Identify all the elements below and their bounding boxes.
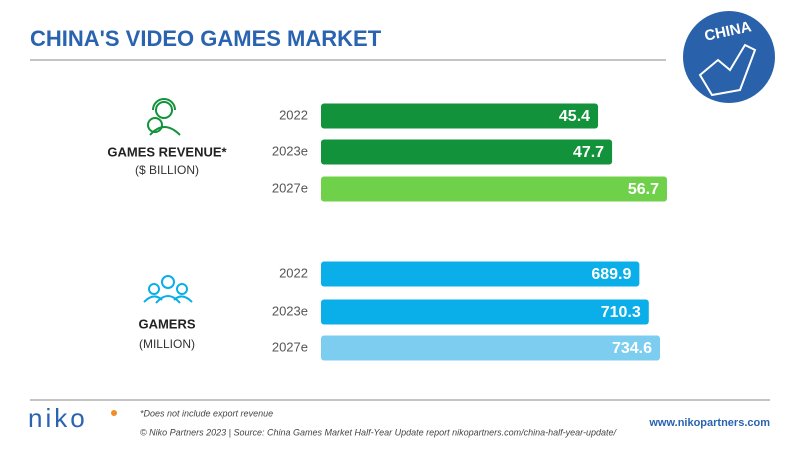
logo: niko (28, 403, 88, 433)
footnote: *Does not include export revenue (140, 408, 273, 418)
category-label: 2027e (272, 339, 308, 354)
chart-unit: (MILLION) (139, 337, 195, 351)
revenue-icon (147, 98, 181, 136)
category-label: 2023e (272, 143, 308, 158)
badge-circle (683, 11, 775, 103)
value-label: 47.7 (573, 144, 604, 161)
category-label: 2022 (279, 265, 308, 280)
value-label: 710.3 (601, 304, 641, 321)
website: www.nikopartners.com (648, 417, 770, 429)
category-label: 2023e (272, 303, 308, 318)
bar (321, 139, 613, 165)
logo-dot (111, 410, 117, 416)
bar (321, 176, 667, 202)
value-label: 45.4 (559, 108, 590, 125)
bar (321, 103, 599, 129)
value-label: 689.9 (591, 266, 631, 283)
gamers-icon (143, 275, 193, 304)
category-label: 2027e (272, 180, 308, 195)
category-label: 2022 (279, 107, 308, 122)
value-label: 56.7 (628, 181, 659, 198)
chart-label: GAMES REVENUE* (107, 144, 227, 159)
title: CHINA'S VIDEO GAMES MARKET (30, 26, 382, 51)
badge-wall (698, 43, 757, 97)
chart-unit: ($ BILLION) (135, 163, 199, 177)
value-label: 734.6 (612, 340, 652, 357)
bar (321, 335, 660, 361)
bar (321, 261, 640, 287)
bar (321, 299, 649, 325)
source: © Niko Partners 2023 | Source: China Gam… (140, 427, 618, 437)
chart-label: GAMERS (138, 316, 195, 331)
